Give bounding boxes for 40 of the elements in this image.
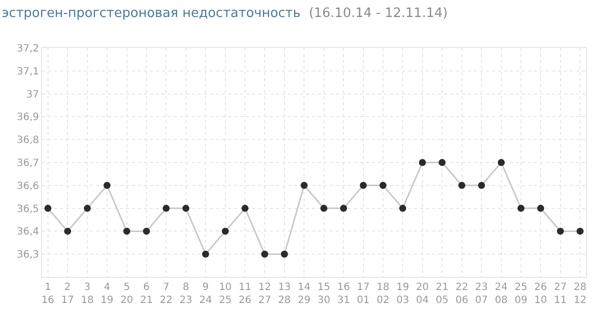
x-tick-label: 15 30: [317, 282, 330, 306]
x-tick-label: 12 27: [258, 282, 272, 306]
y-tick-label: 36,3: [16, 250, 39, 261]
x-tick-label: 18 02: [376, 282, 390, 306]
x-tick-label: 20 04: [416, 282, 429, 306]
x-tick-label: 10 25: [218, 282, 232, 306]
x-tick-label: 19 03: [396, 282, 410, 306]
x-tick-label: 24 08: [494, 282, 508, 306]
x-tick-label: 2 17: [61, 282, 74, 306]
x-tick-label: 14 29: [298, 282, 311, 306]
y-tick-label: 36,9: [16, 112, 39, 124]
x-tick-label: 7 22: [160, 282, 173, 306]
x-tick-label: 8 23: [180, 282, 192, 306]
x-tick-label: 27 11: [554, 282, 567, 306]
x-tick-label: 5 20: [120, 282, 134, 306]
x-tick-label: 13 28: [278, 282, 291, 306]
x-tick-label: 11 26: [238, 282, 252, 306]
y-tick-label: 36,6: [16, 180, 39, 192]
y-tick-label: 37,2: [16, 44, 39, 54]
x-tick-label: 1 16: [42, 282, 54, 306]
x-tick-label: 9 24: [199, 282, 212, 306]
y-tick-label: 36,4: [16, 226, 39, 238]
chart-subtitle: (16.10.14 - 12.11.14): [308, 6, 448, 22]
x-tick-label: 4 19: [100, 282, 114, 306]
x-tick-label: 6 21: [140, 282, 153, 306]
x-tick-label: 22 06: [455, 282, 468, 306]
y-tick-label: 37,1: [16, 66, 39, 78]
x-tick-label: 23 07: [475, 282, 488, 306]
x-tick-label: 16 31: [337, 282, 350, 306]
x-tick-label: 21 05: [436, 282, 448, 306]
chart-title: эстроген-прогстероновая недостаточность: [2, 6, 301, 22]
y-tick-label: 36,8: [16, 135, 39, 146]
x-tick-label: 25 09: [514, 282, 528, 306]
x-tick-label: 17 01: [356, 282, 370, 306]
y-tick-label: 37: [26, 89, 39, 100]
x-tick-label: 26 10: [534, 282, 548, 306]
x-tick-label: 3 18: [80, 282, 94, 306]
x-tick-label: 28 12: [574, 282, 586, 306]
y-tick-label: 36,7: [16, 158, 39, 169]
y-tick-label: 36,5: [16, 204, 39, 215]
